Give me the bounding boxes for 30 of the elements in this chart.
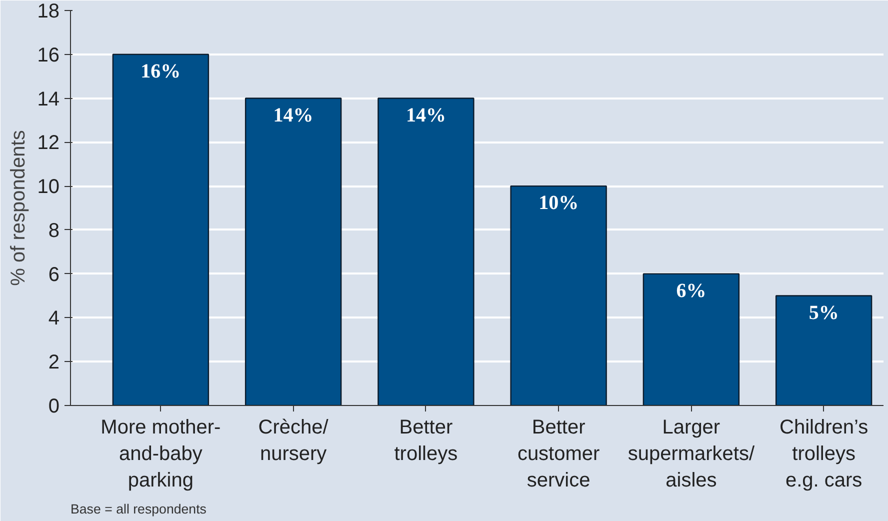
x-tick-label: Crèche/ nursery [258,416,329,465]
bar [112,54,210,406]
y-axis-title: % of respondents [7,130,30,286]
x-tick-label: Children’s trolleys e.g. cars [780,416,868,492]
y-tick-label: 8 [48,220,60,242]
data-label: 6% [676,280,706,302]
data-label: 10% [538,192,579,214]
y-tick-label: 6 [48,264,60,286]
x-tick-label: Larger supermarkets/ aisles [628,416,755,492]
data-label: 14% [406,104,446,126]
bar [775,295,872,406]
y-tick-label: 2 [48,352,60,374]
y-tick-label: 12 [37,132,60,154]
y-tick-label: 10 [37,176,60,198]
y-tick-label: 0 [48,396,60,418]
y-tick-label: 18 [37,0,60,22]
data-label: 5% [808,302,839,324]
bar [378,98,474,406]
y-tick-label: 4 [48,308,60,330]
bar [642,273,740,406]
text: Base = all respondents [70,502,207,516]
bar [244,98,342,406]
x-tick-label: Better customer service [517,416,600,492]
y-tick-label: 16 [37,44,60,66]
data-label: 14% [273,104,314,126]
data-label: 16% [140,60,181,82]
bar [510,185,607,406]
x-tick-label: More mother- and-baby parking [100,416,221,492]
y-tick-label: 14 [37,88,60,110]
x-tick-label: Better trolleys [394,416,458,465]
